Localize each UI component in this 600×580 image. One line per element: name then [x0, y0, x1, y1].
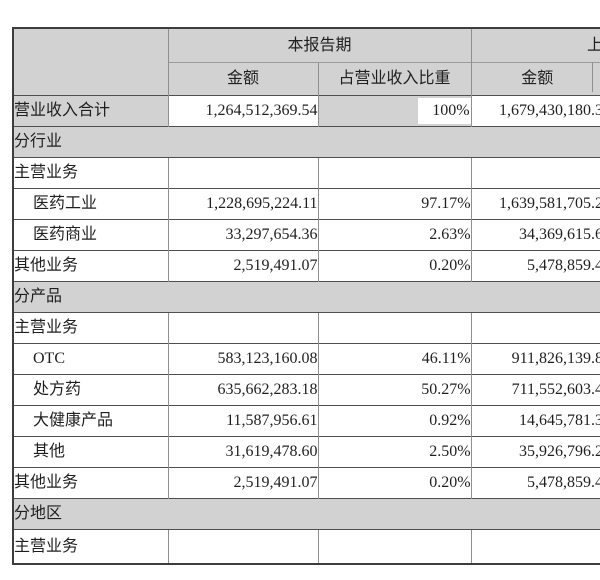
table-row: 大健康产品 11,587,956.61 0.92% 14,645,781.3 [13, 405, 600, 437]
ratio-column-header: 占营业收入比重 [317, 62, 472, 96]
prior-amount-cell-truncated: 911,826,139.8 [470, 343, 600, 375]
amount-cell: 583,123,160.08 [167, 343, 318, 375]
revenue-breakdown-table: 本报告期 上 金额 占营业收入比重 金额 营业收入合计1,264,512,369… [12, 27, 600, 565]
table-row: 主营业务 [13, 312, 600, 344]
ratio-cell [317, 312, 472, 344]
ratio-cell: 50.27% [317, 374, 472, 406]
ratio-cell [317, 157, 472, 189]
row-label-cell: 医药工业 [13, 188, 168, 220]
row-label-cell: OTC [13, 343, 168, 375]
amount-cell: 2,519,491.07 [167, 467, 318, 499]
ratio-cell [317, 529, 472, 564]
revenue-breakdown-table-wrap: 本报告期 上 金额 占营业收入比重 金额 营业收入合计1,264,512,369… [12, 27, 600, 565]
amount-cell: 11,587,956.61 [167, 405, 318, 437]
ratio-cell: 0.92% [317, 405, 472, 437]
amount-column-header: 金额 [167, 62, 318, 96]
amount-cell: 31,619,478.60 [167, 436, 318, 468]
amount-cell: 2,519,491.07 [167, 250, 318, 282]
ratio-cell: 97.17% [317, 188, 472, 220]
table-row: 医药工业 1,228,695,224.11 97.17% 1,639,581,705.… [13, 188, 600, 220]
row-label-cell: 主营业务 [13, 157, 168, 189]
table-row: 其他业务 2,519,491.07 0.20% 5,478,859.4 [13, 250, 600, 282]
ratio-cell: 0.20% [317, 467, 472, 499]
amount-cell [167, 157, 318, 189]
table-row: 医药商业 33,297,654.36 2.63% 34,369,615.6 [13, 219, 600, 251]
prior-amount-column-header: 金额 [470, 62, 600, 96]
section-band-label: 分地区 [13, 498, 600, 530]
prior-amount-cell-truncated: 1,679,430,180.3 [470, 95, 600, 127]
ratio-cell: 100% [317, 95, 472, 127]
prior-amount-cell-truncated [470, 157, 600, 189]
row-label-cell: 其他业务 [13, 467, 168, 499]
prior-amount-cell-truncated: 5,478,859.4 [470, 250, 600, 282]
ratio-value-highlight: 100% [418, 98, 471, 124]
row-label-cell: 处方药 [13, 374, 168, 406]
amount-cell: 1,264,512,369.54 [167, 95, 318, 127]
table-header: 本报告期 上 金额 占营业收入比重 金额 [13, 28, 600, 96]
amount-cell [167, 312, 318, 344]
prior-amount-cell-truncated: 5,478,859.4 [470, 467, 600, 499]
table-row: 处方药 635,662,283.18 50.27% 711,552,603.4 [13, 374, 600, 406]
prior-amount-cell-truncated: 34,369,615.6 [470, 219, 600, 251]
table-row: 主营业务 [13, 157, 600, 189]
table-body: 营业收入合计 1,264,512,369.54 100% 1,679,430,180.… [13, 95, 600, 564]
header-row-columns: 金额 占营业收入比重 金额 [13, 62, 600, 96]
current-period-header: 本报告期 [167, 28, 472, 63]
row-label-cell: 其他业务 [13, 250, 168, 282]
prior-amount-cell-truncated: 35,926,796.2 [470, 436, 600, 468]
amount-cell [167, 529, 318, 564]
header-row-periods: 本报告期 上 [13, 28, 600, 96]
amount-cell: 1,228,695,224.11 [167, 188, 318, 220]
table-row: 主营业务 [13, 529, 600, 564]
prior-amount-cell-truncated [470, 529, 600, 564]
prior-amount-cell-truncated: 14,645,781.3 [470, 405, 600, 437]
prior-period-header-truncated: 上 [470, 28, 600, 63]
row-label-cell: 主营业务 [13, 312, 168, 344]
section-band-row: 分地区 [13, 498, 600, 530]
table-row: 营业收入合计 1,264,512,369.54 100% 1,679,430,180.… [13, 95, 600, 127]
row-label-cell: 营业收入合计 [13, 95, 168, 127]
ratio-cell: 0.20% [317, 250, 472, 282]
ratio-cell: 46.11% [317, 343, 472, 375]
ratio-cell: 2.50% [317, 436, 472, 468]
section-band-row: 分产品 [13, 281, 600, 313]
row-label-cell: 医药商业 [13, 219, 168, 251]
row-label-cell: 主营业务 [13, 529, 168, 564]
section-band-label: 分产品 [13, 281, 600, 313]
section-band-row: 分行业 [13, 126, 600, 158]
prior-header-divider-line [592, 62, 593, 92]
row-label-cell: 其他 [13, 436, 168, 468]
corner-cell [13, 28, 168, 96]
prior-amount-cell-truncated: 711,552,603.4 [470, 374, 600, 406]
amount-cell: 33,297,654.36 [167, 219, 318, 251]
prior-amount-cell-truncated [470, 312, 600, 344]
ratio-cell: 2.63% [317, 219, 472, 251]
amount-cell: 635,662,283.18 [167, 374, 318, 406]
row-label-cell: 大健康产品 [13, 405, 168, 437]
prior-amount-cell-truncated: 1,639,581,705.2 [470, 188, 600, 220]
section-band-label: 分行业 [13, 126, 600, 158]
table-row: 其他 31,619,478.60 2.50% 35,926,796.2 [13, 436, 600, 468]
table-row: OTC 583,123,160.08 46.11% 911,826,139.8 [13, 343, 600, 375]
table-row: 其他业务 2,519,491.07 0.20% 5,478,859.4 [13, 467, 600, 499]
